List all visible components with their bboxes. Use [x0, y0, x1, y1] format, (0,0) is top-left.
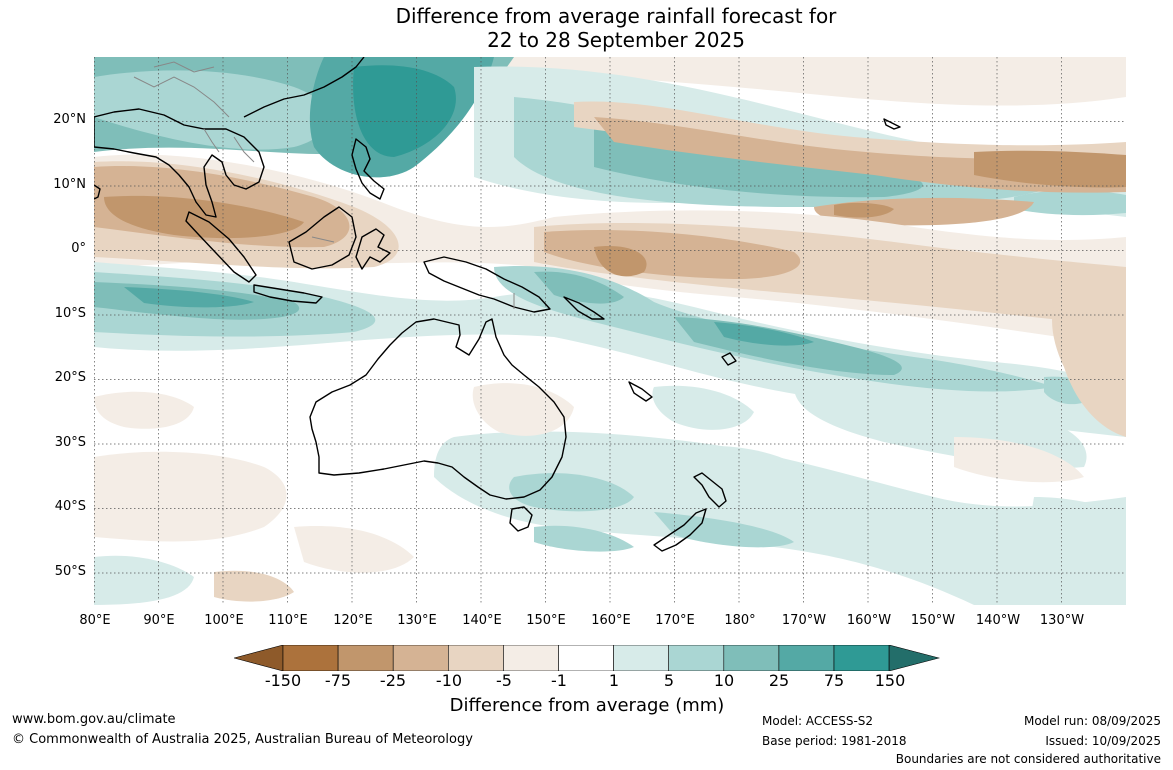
lat-label-10n: 10°N — [53, 177, 86, 192]
colorbar-tick: -5 — [496, 671, 512, 690]
lon-label-170w: 170°W — [781, 613, 827, 628]
colorbar-swatch — [613, 644, 670, 672]
lon-label-130w: 130°W — [1039, 613, 1085, 628]
colorbar-tick: -150 — [264, 671, 302, 690]
colorbar-tick: 75 — [823, 671, 845, 690]
new-guinea-coastline — [423, 256, 551, 313]
website-text: www.bom.gov.au/climate — [12, 712, 176, 727]
disclaimer-text: Boundaries are not considered authoritat… — [895, 752, 1161, 766]
new-zealand-south-coastline — [653, 508, 707, 552]
lon-label-100e: 100°E — [204, 613, 244, 628]
colorbar-tick: -10 — [435, 671, 463, 690]
colorbar — [232, 644, 941, 672]
colorbar-title: Difference from average (mm) — [449, 695, 725, 716]
colorbar-swatch — [778, 644, 835, 672]
colorbar-swatch — [558, 644, 614, 672]
lon-label-160w: 160°W — [846, 613, 892, 628]
lat-label-50s: 50°S — [54, 564, 86, 579]
mainland-asia-coastline — [94, 108, 265, 218]
lon-label-160e: 160°E — [591, 613, 631, 628]
sumatra-coastline — [185, 211, 257, 283]
colorbar-tick: 25 — [768, 671, 790, 690]
lat-label-20s: 20°S — [54, 370, 86, 385]
colorbar-tick: 1 — [608, 671, 620, 690]
fiji-coastline — [721, 352, 737, 366]
colorbar-tick: -1 — [551, 671, 567, 690]
model-text: Model: ACCESS-S2 — [762, 714, 874, 728]
borneo-coastline — [288, 206, 357, 270]
lon-label-150w: 150°W — [910, 613, 956, 628]
title-line-1: Difference from average rainfall forecas… — [395, 4, 837, 28]
colorbar-swatch — [448, 644, 504, 672]
colorbar-tick: 150 — [874, 671, 906, 690]
lat-label-40s: 40°S — [54, 499, 86, 514]
lon-label-150e: 150°E — [526, 613, 566, 628]
hawaii-coastline — [883, 118, 901, 130]
solomon-islands-coastline — [563, 296, 605, 320]
lat-label-10s: 10°S — [54, 306, 86, 321]
model-run-text: Model run: 08/09/2025 — [1023, 714, 1161, 728]
colorbar-tick: -25 — [379, 671, 407, 690]
colorbar-swatch — [282, 644, 339, 672]
lon-label-120e: 120°E — [333, 613, 373, 628]
new-caledonia-coastline — [628, 381, 653, 402]
issued-text: Issued: 10/09/2025 — [1045, 734, 1161, 748]
philippines-coastline — [351, 138, 385, 200]
sri-lanka-coastline — [94, 184, 101, 200]
colorbar-tick: -75 — [324, 671, 352, 690]
colorbar-tick: 10 — [713, 671, 735, 690]
base-period-text: Base period: 1981-2018 — [762, 734, 907, 748]
colorbar-min-arrow — [232, 644, 284, 672]
lon-label-170e: 170°E — [655, 613, 695, 628]
lat-label-30s: 30°S — [54, 435, 86, 450]
map-gridlines — [94, 57, 1126, 605]
map-canvas — [94, 57, 1126, 605]
rainfall-map — [94, 57, 1126, 605]
lon-label-130e: 130°E — [397, 613, 437, 628]
china-coastline — [243, 57, 365, 118]
lon-label-180: 180° — [724, 613, 756, 628]
title-line-2: 22 to 28 September 2025 — [487, 28, 745, 52]
colorbar-swatch — [503, 644, 559, 672]
colorbar-swatch — [337, 644, 394, 672]
colorbar-swatch — [668, 644, 725, 672]
colorbar-swatch — [392, 644, 449, 672]
new-zealand-north-coastline — [693, 472, 727, 508]
colorbar-max-arrow — [888, 644, 941, 672]
lon-label-110e: 110°E — [268, 613, 308, 628]
colorbar-swatch — [723, 644, 780, 672]
java-coastline — [253, 284, 323, 304]
colorbar-swatches — [232, 644, 941, 672]
colorbar-tick: 5 — [663, 671, 675, 690]
sulawesi-coastline — [355, 228, 391, 270]
colorbar-swatch — [833, 644, 890, 672]
lat-label-20n: 20°N — [53, 112, 86, 127]
tasmania-coastline — [509, 506, 533, 532]
lon-label-140w: 140°W — [975, 613, 1021, 628]
country-borders — [133, 61, 515, 309]
lon-label-140e: 140°E — [462, 613, 502, 628]
lat-label-0: 0° — [71, 241, 86, 256]
coastlines — [94, 57, 901, 552]
copyright-text: © Commonwealth of Australia 2025, Austra… — [12, 732, 473, 747]
map-title: Difference from average rainfall forecas… — [0, 4, 1173, 52]
lon-label-90e: 90°E — [143, 613, 175, 628]
australia-coastline — [309, 318, 567, 500]
lon-label-80e: 80°E — [79, 613, 111, 628]
